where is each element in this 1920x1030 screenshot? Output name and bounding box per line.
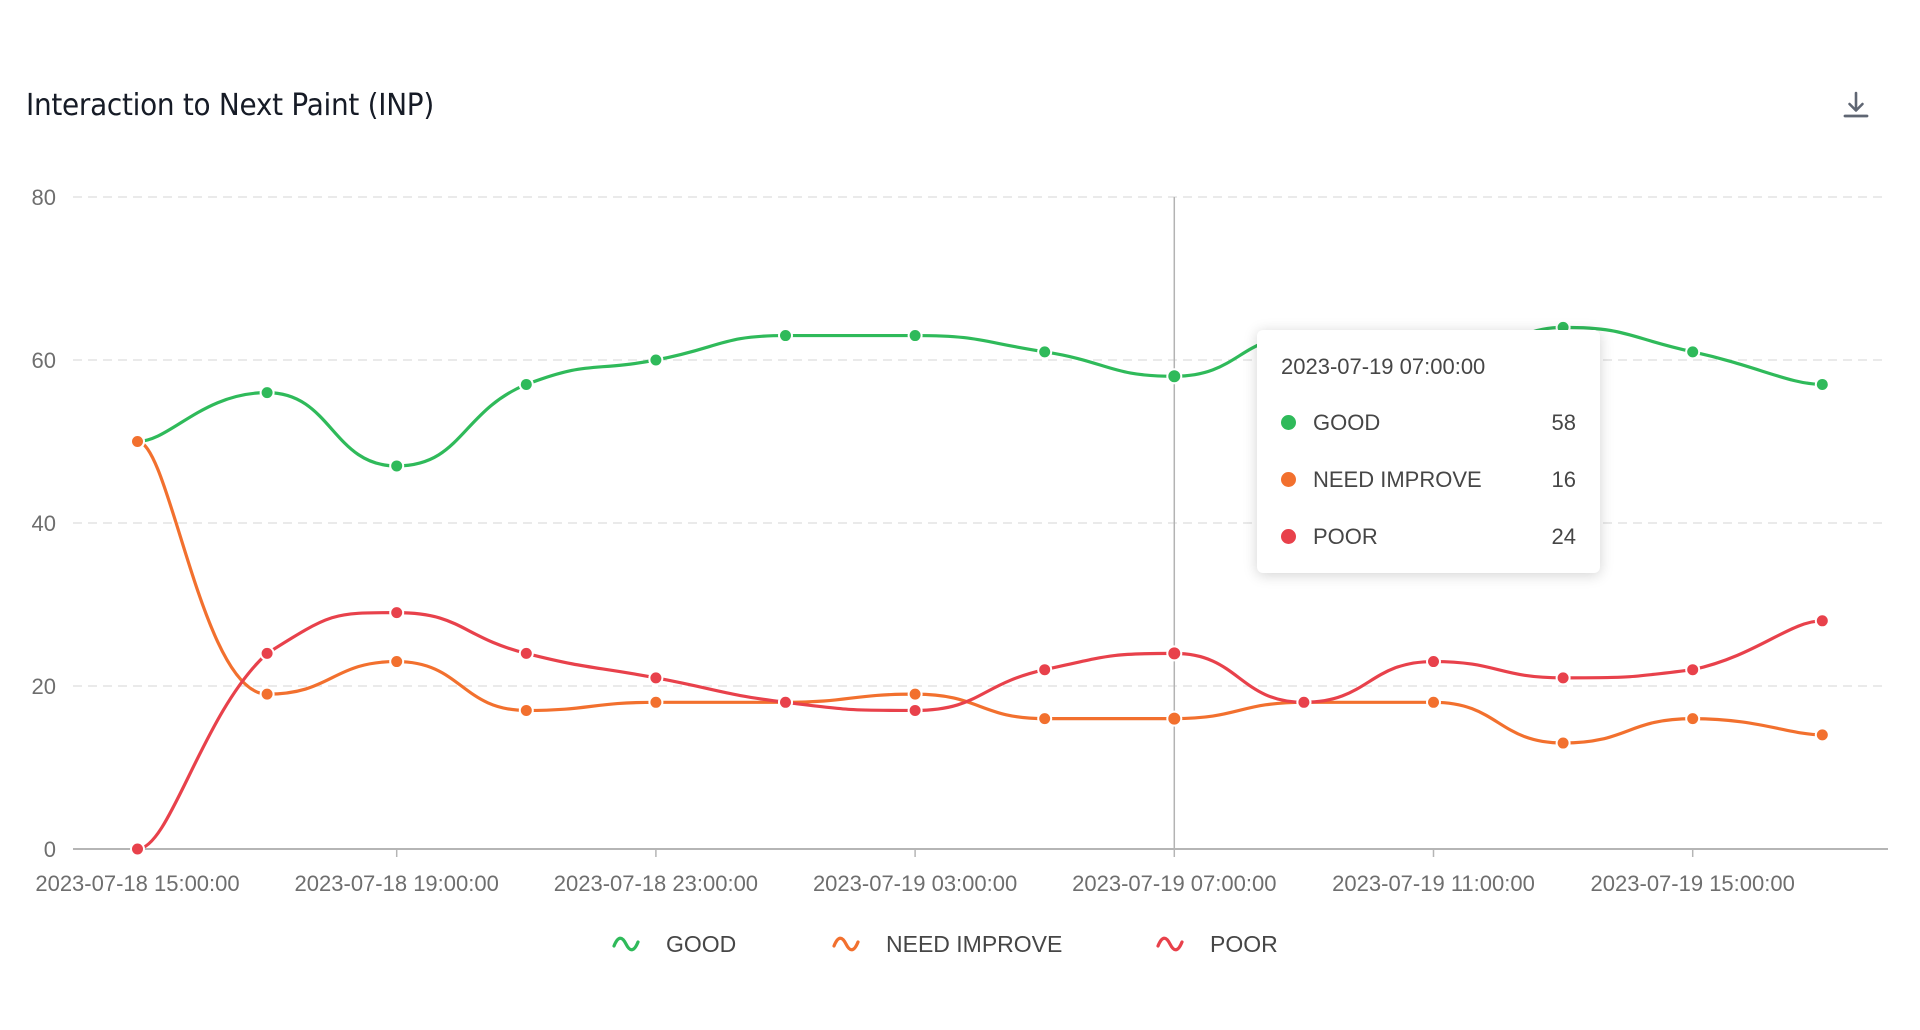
data-point[interactable] [907, 686, 923, 702]
svg-text:20: 20 [32, 674, 56, 699]
data-point[interactable] [130, 841, 145, 857]
tooltip-title: 2023-07-19 07:00:00 [1281, 354, 1486, 379]
svg-text:2023-07-19 07:00:00: 2023-07-19 07:00:00 [1072, 871, 1276, 896]
data-point[interactable] [1166, 645, 1183, 662]
data-point[interactable] [648, 352, 664, 368]
data-point[interactable] [518, 645, 534, 661]
data-point[interactable] [907, 702, 923, 718]
data-point[interactable] [130, 434, 145, 449]
tooltip-value: 16 [1551, 466, 1576, 492]
legend-label: NEED IMPROVE [886, 930, 1063, 957]
data-point[interactable] [648, 670, 664, 686]
data-point[interactable] [1555, 670, 1571, 686]
svg-text:0: 0 [44, 837, 56, 862]
data-point[interactable] [259, 385, 275, 401]
data-point[interactable] [1426, 694, 1441, 710]
data-point[interactable] [1166, 368, 1183, 385]
data-point[interactable] [259, 686, 275, 702]
data-point[interactable] [1685, 711, 1701, 727]
svg-text:2023-07-19 11:00:00: 2023-07-19 11:00:00 [1332, 871, 1535, 896]
x-axis: 2023-07-18 15:00:00 2023-07-18 19:00:00 20… [35, 848, 1888, 896]
good-dot-icon [1281, 415, 1296, 430]
svg-text:60: 60 [32, 348, 56, 373]
tooltip-row-good: GOOD 58 [1281, 394, 1576, 451]
tooltip-label: POOR [1313, 523, 1378, 549]
data-point[interactable] [1814, 727, 1830, 743]
legend-label: POOR [1210, 930, 1278, 957]
data-point[interactable] [389, 458, 405, 474]
tooltip-row-poor: POOR 24 [1281, 508, 1576, 565]
y-gridlines [73, 196, 1888, 687]
data-point[interactable] [1037, 711, 1053, 727]
wave-icon [1156, 936, 1184, 952]
tooltip: 2023-07-19 07:00:00 GOOD 58 NEED IMPROVE… [1257, 330, 1600, 573]
download-button[interactable] [1840, 88, 1872, 122]
data-point[interactable] [1426, 654, 1441, 670]
data-point[interactable] [778, 694, 793, 710]
data-point[interactable] [1685, 662, 1701, 678]
legend-label: GOOD [666, 930, 737, 957]
data-point[interactable] [1814, 376, 1830, 392]
tooltip-label: NEED IMPROVE [1313, 466, 1482, 492]
legend-item-poor[interactable]: POOR [1156, 924, 1278, 964]
data-point[interactable] [648, 694, 664, 710]
data-point[interactable] [1814, 613, 1830, 629]
legend-item-need-improve[interactable]: NEED IMPROVE [832, 924, 1062, 964]
data-point[interactable] [1037, 344, 1053, 360]
y-axis-labels: 0 20 40 60 80 [32, 185, 56, 862]
tooltip-label: GOOD [1313, 409, 1381, 435]
svg-text:80: 80 [32, 185, 56, 210]
series-points[interactable] [130, 319, 1830, 857]
data-point[interactable] [518, 702, 534, 718]
tooltip-value: 58 [1551, 409, 1576, 435]
svg-text:40: 40 [32, 511, 56, 536]
data-point[interactable] [1037, 662, 1053, 678]
svg-text:2023-07-19 03:00:00: 2023-07-19 03:00:00 [813, 871, 1017, 896]
data-point[interactable] [1296, 694, 1312, 710]
wave-icon [832, 936, 860, 952]
data-point[interactable] [1685, 344, 1701, 360]
svg-text:2023-07-18 15:00:00: 2023-07-18 15:00:00 [35, 871, 239, 896]
svg-text:2023-07-19 15:00:00: 2023-07-19 15:00:00 [1591, 871, 1795, 896]
tooltip-value: 24 [1551, 523, 1576, 549]
legend-item-good[interactable]: GOOD [612, 924, 736, 964]
chart-legend: GOOD NEED IMPROVE POOR [0, 924, 1920, 964]
svg-text:2023-07-18 23:00:00: 2023-07-18 23:00:00 [554, 871, 758, 896]
data-point[interactable] [259, 645, 275, 661]
data-point[interactable] [389, 654, 405, 670]
data-point[interactable] [518, 376, 534, 392]
tooltip-row-need-improve: NEED IMPROVE 16 [1281, 451, 1576, 508]
data-point[interactable] [1166, 710, 1183, 727]
data-point[interactable] [907, 328, 923, 344]
poor-dot-icon [1281, 529, 1296, 544]
chart-title: Interaction to Next Paint (INP) [26, 88, 434, 123]
need-improve-dot-icon [1281, 472, 1296, 487]
data-point[interactable] [778, 328, 793, 344]
wave-icon [612, 936, 640, 952]
download-icon [1843, 91, 1869, 118]
svg-text:2023-07-18 19:00:00: 2023-07-18 19:00:00 [295, 871, 499, 896]
data-point[interactable] [389, 605, 405, 621]
data-point[interactable] [1555, 735, 1571, 751]
